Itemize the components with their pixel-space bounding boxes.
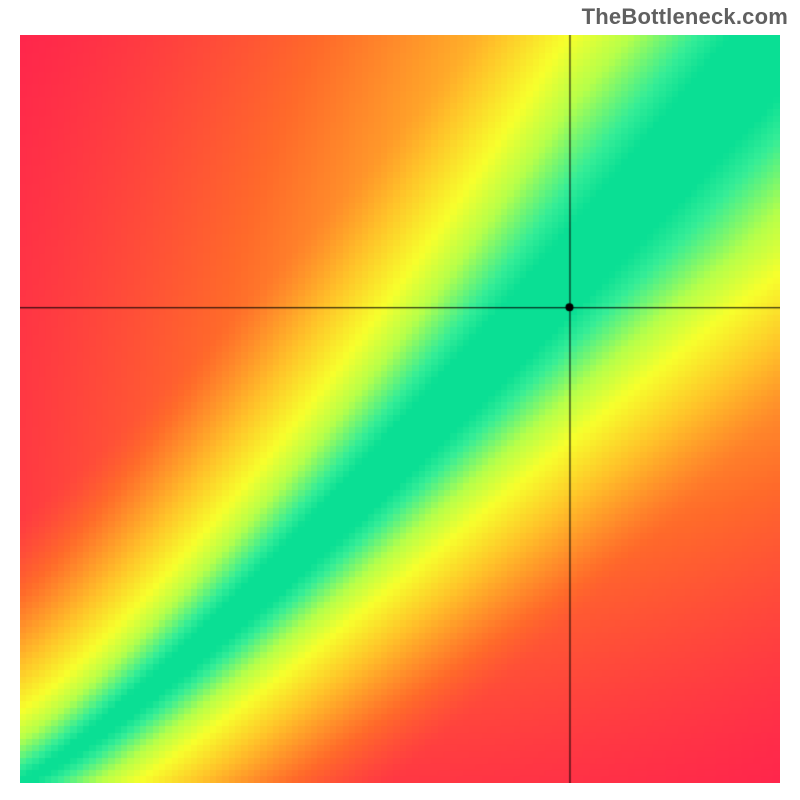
heatmap-canvas <box>20 35 780 783</box>
bottleneck-heatmap <box>20 35 780 783</box>
attribution-text: TheBottleneck.com <box>582 4 788 30</box>
